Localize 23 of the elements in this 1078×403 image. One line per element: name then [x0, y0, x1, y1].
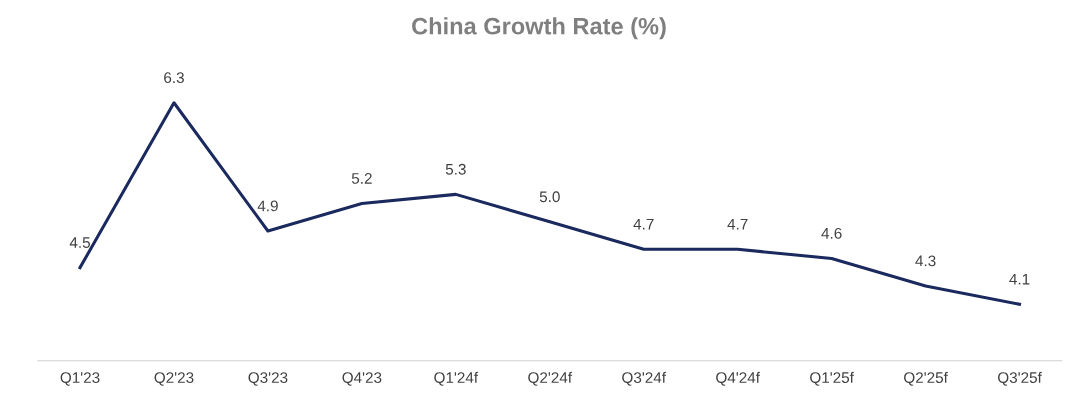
- data-label: 4.7: [633, 218, 654, 230]
- x-tick-label: Q3'24f: [622, 371, 667, 386]
- chart-title: China Growth Rate (%): [412, 17, 666, 40]
- data-label: 6.3: [164, 72, 184, 84]
- x-tick-label: Q4'23: [342, 372, 382, 386]
- x-tick-label: Q4'24f: [716, 371, 760, 386]
- x-tick-label: Q1'23: [60, 372, 100, 386]
- data-label: 4.7: [727, 218, 748, 230]
- data-label: 4.6: [821, 227, 842, 239]
- data-label: 5.0: [539, 191, 560, 203]
- data-label: 5.2: [351, 173, 372, 184]
- x-tick-label: Q2'24f: [528, 371, 573, 386]
- data-label: 4.3: [915, 255, 936, 267]
- x-tick-label: Q1'24f: [434, 371, 479, 386]
- x-tick-label: Q3'25f: [998, 371, 1042, 386]
- data-label: 4.9: [257, 200, 278, 212]
- data-label: 4.5: [69, 237, 90, 248]
- x-tick-label: Q2'25f: [904, 371, 948, 386]
- data-label: 4.1: [1009, 273, 1030, 285]
- x-tick-label: Q1'25f: [810, 371, 854, 386]
- data-label: 5.3: [445, 163, 466, 175]
- x-tick-label: Q3'23: [248, 372, 288, 386]
- x-tick-label: Q2'23: [154, 372, 194, 386]
